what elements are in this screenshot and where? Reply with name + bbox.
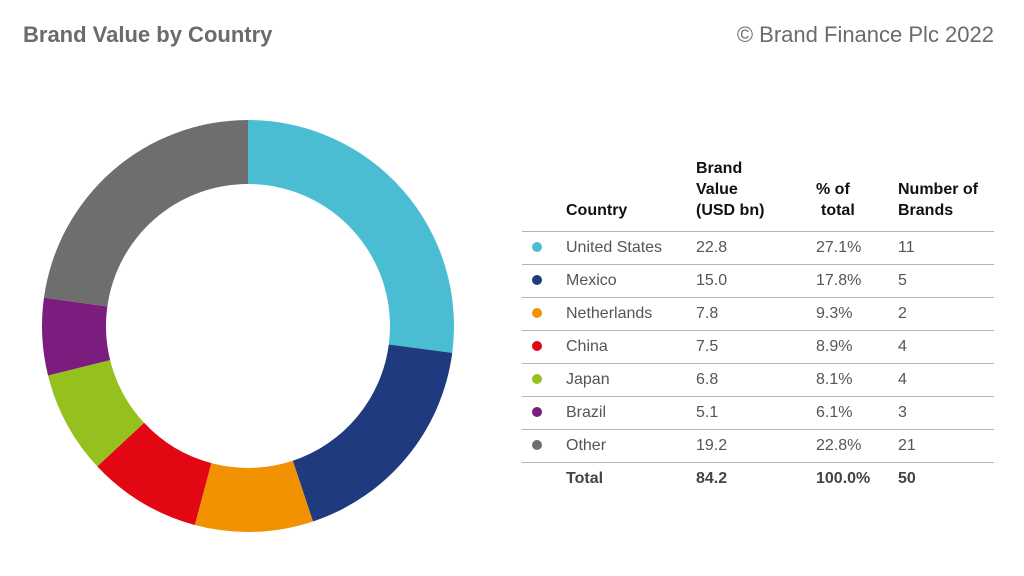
legend-dot-icon [532, 374, 542, 384]
header-value-line2: Value [696, 181, 738, 198]
country-cell: Japan [566, 363, 696, 397]
donut-chart [42, 120, 455, 533]
percent-cell: 22.8% [816, 429, 898, 463]
chart-title: Brand Value by Country [23, 22, 273, 47]
header-country: Country [566, 158, 696, 232]
header-spacer [522, 158, 566, 232]
donut-slice-china [97, 422, 212, 526]
percent-cell: 27.1% [816, 231, 898, 265]
brands-cell: 4 [898, 330, 994, 364]
legend-marker [522, 330, 566, 364]
table-header-row: Country Brand Value (USD bn) % of total … [522, 158, 994, 232]
percent-cell: 8.9% [816, 330, 898, 364]
donut-slice-other [43, 120, 248, 307]
table-row: China 7.5 8.9% 4 [522, 330, 994, 364]
percent-cell: 17.8% [816, 264, 898, 298]
value-cell: 22.8 [696, 231, 816, 265]
total-spacer [522, 462, 566, 496]
legend-dot-icon [532, 440, 542, 450]
percent-cell: 8.1% [816, 363, 898, 397]
donut-slice-mexico [292, 344, 453, 522]
value-cell: 19.2 [696, 429, 816, 463]
donut-slice-brazil [42, 297, 111, 376]
table-row: United States 22.8 27.1% 11 [522, 231, 994, 265]
table-row: Japan 6.8 8.1% 4 [522, 363, 994, 397]
country-cell: Mexico [566, 264, 696, 298]
brands-cell: 5 [898, 264, 994, 298]
donut-slice-united-states [248, 120, 455, 353]
table-row: Mexico 15.0 17.8% 5 [522, 264, 994, 298]
legend-marker [522, 231, 566, 265]
brands-cell: 11 [898, 231, 994, 265]
country-cell: China [566, 330, 696, 364]
total-brands: 50 [898, 462, 994, 496]
country-cell: Netherlands [566, 297, 696, 331]
copyright-text: © Brand Finance Plc 2022 [736, 22, 994, 47]
legend-dot-icon [532, 242, 542, 252]
legend-marker [522, 264, 566, 298]
header-value-line3: (USD bn) [696, 202, 765, 219]
total-label: Total [566, 462, 696, 496]
brands-cell: 3 [898, 396, 994, 430]
donut-slice-netherlands [194, 460, 313, 533]
header-number-of-brands: Number of Brands [898, 158, 994, 232]
value-cell: 7.8 [696, 297, 816, 331]
header-value-line1: Brand [696, 160, 743, 177]
total-percent: 100.0% [816, 462, 898, 496]
brands-cell: 21 [898, 429, 994, 463]
header-num-line2: Brands [898, 202, 954, 219]
header-brand-value: Brand Value (USD bn) [696, 158, 816, 232]
legend-table: Country Brand Value (USD bn) % of total … [522, 158, 994, 496]
value-cell: 5.1 [696, 396, 816, 430]
legend-dot-icon [532, 407, 542, 417]
donut-slice-japan [48, 360, 145, 467]
percent-cell: 9.3% [816, 297, 898, 331]
table-row: Other 19.2 22.8% 21 [522, 429, 994, 463]
table-row: Brazil 5.1 6.1% 3 [522, 396, 994, 430]
legend-dot-icon [532, 275, 542, 285]
value-cell: 7.5 [696, 330, 816, 364]
total-value: 84.2 [696, 462, 816, 496]
legend-dot-icon [532, 341, 542, 351]
country-cell: Brazil [566, 396, 696, 430]
table-row: Netherlands 7.8 9.3% 2 [522, 297, 994, 331]
legend-marker [522, 363, 566, 397]
brands-cell: 2 [898, 297, 994, 331]
legend-marker [522, 396, 566, 430]
percent-cell: 6.1% [816, 396, 898, 430]
header-pct-line2: total [821, 202, 855, 219]
total-row: Total 84.2 100.0% 50 [522, 462, 994, 496]
country-cell: United States [566, 231, 696, 265]
legend-dot-icon [532, 308, 542, 318]
brands-cell: 4 [898, 363, 994, 397]
legend-marker [522, 297, 566, 331]
value-cell: 6.8 [696, 363, 816, 397]
value-cell: 15.0 [696, 264, 816, 298]
header-pct-line1: % of [816, 181, 850, 198]
header-percent: % of total [816, 158, 898, 232]
legend-marker [522, 429, 566, 463]
header-num-line1: Number of [898, 181, 978, 198]
header-country-label: Country [566, 202, 628, 219]
country-cell: Other [566, 429, 696, 463]
